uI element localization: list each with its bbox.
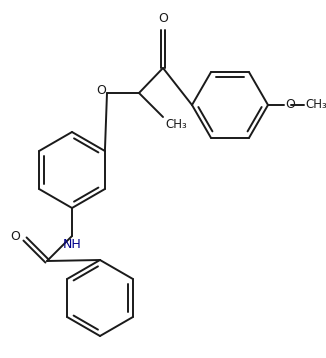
Text: CH₃: CH₃ xyxy=(165,118,187,131)
Text: CH₃: CH₃ xyxy=(305,98,326,111)
Text: O: O xyxy=(285,98,295,111)
Text: NH: NH xyxy=(63,238,82,251)
Text: O: O xyxy=(158,12,168,25)
Text: O: O xyxy=(96,84,106,97)
Text: O: O xyxy=(10,231,20,243)
